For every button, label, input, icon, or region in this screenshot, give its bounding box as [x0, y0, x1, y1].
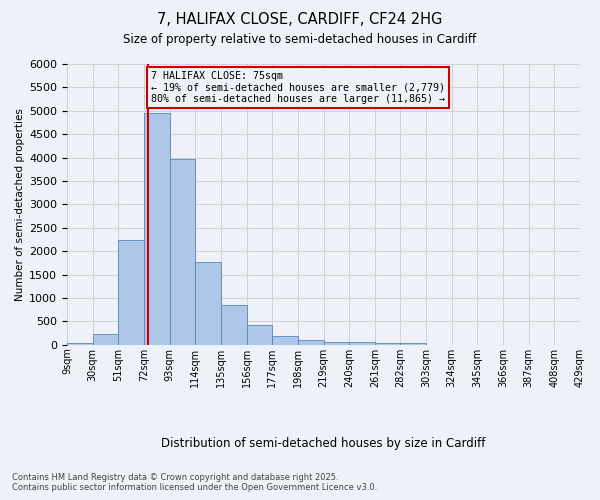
Bar: [323, 342, 349, 345]
Bar: [375, 342, 400, 345]
Bar: [67, 344, 92, 345]
Text: 7 HALIFAX CLOSE: 75sqm
← 19% of semi-detached houses are smaller (2,779)
80% of : 7 HALIFAX CLOSE: 75sqm ← 19% of semi-det…: [151, 71, 445, 104]
Y-axis label: Number of semi-detached properties: Number of semi-detached properties: [15, 108, 25, 301]
Bar: [349, 342, 375, 345]
Bar: [221, 304, 247, 345]
Text: Size of property relative to semi-detached houses in Cardiff: Size of property relative to semi-detach…: [124, 32, 476, 46]
Bar: [195, 262, 221, 345]
Bar: [92, 334, 118, 345]
Bar: [118, 240, 144, 345]
Bar: [247, 325, 272, 345]
Text: 7, HALIFAX CLOSE, CARDIFF, CF24 2HG: 7, HALIFAX CLOSE, CARDIFF, CF24 2HG: [157, 12, 443, 28]
Text: Contains HM Land Registry data © Crown copyright and database right 2025.
Contai: Contains HM Land Registry data © Crown c…: [12, 473, 377, 492]
Bar: [170, 158, 195, 345]
Bar: [298, 340, 323, 345]
Bar: [144, 113, 170, 345]
Bar: [400, 344, 426, 345]
Bar: [272, 336, 298, 345]
X-axis label: Distribution of semi-detached houses by size in Cardiff: Distribution of semi-detached houses by …: [161, 437, 485, 450]
